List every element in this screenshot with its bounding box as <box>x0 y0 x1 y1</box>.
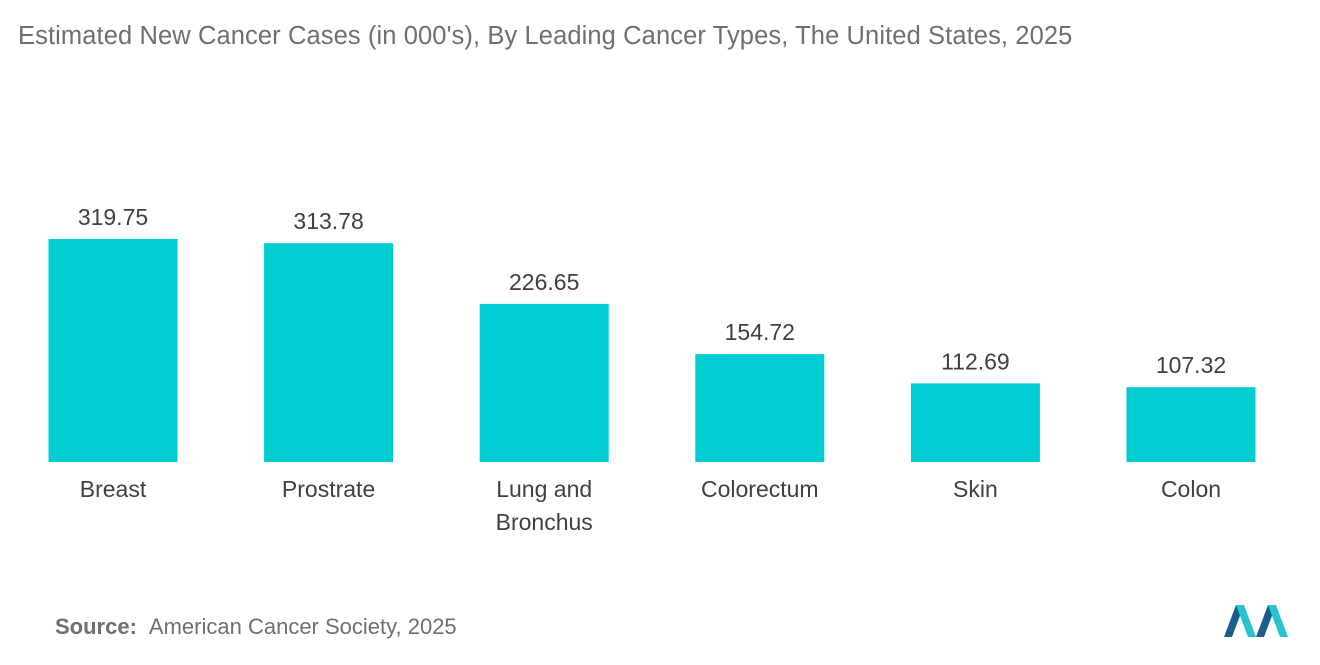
bar-lung-and-bronchus <box>479 303 609 462</box>
category-label: Skin <box>953 476 998 502</box>
bar-prostrate <box>264 243 394 462</box>
value-label: 313.78 <box>293 208 363 234</box>
chart-title: Estimated New Cancer Cases (in 000's), B… <box>18 22 1073 50</box>
value-label: 154.72 <box>725 319 795 345</box>
category-label: Lung and Bronchus <box>496 476 593 535</box>
value-label: 107.32 <box>1156 352 1226 378</box>
bar-colorectum <box>695 354 825 462</box>
bar-breast <box>48 239 178 462</box>
value-label: 226.65 <box>509 269 579 295</box>
category-label: Colon <box>1161 476 1221 502</box>
category-label: Prostrate <box>282 476 375 502</box>
value-label: 319.75 <box>78 204 148 230</box>
bar-chart: 319.75 Breast 313.78 Prostrate 226.65 Lung an… <box>48 204 1256 535</box>
mordor-intelligence-logo-icon <box>1222 601 1290 644</box>
bar-colon <box>1126 387 1256 462</box>
category-label: Breast <box>80 476 147 502</box>
value-label: 112.69 <box>941 348 1010 374</box>
source-text: American Cancer Society, 2025 <box>148 614 457 639</box>
bar-skin <box>910 383 1040 462</box>
source-line: Source: American Cancer Society, 2025 <box>55 614 457 640</box>
category-label: Colorectum <box>701 476 819 502</box>
source-prefix: Source: <box>55 614 137 639</box>
